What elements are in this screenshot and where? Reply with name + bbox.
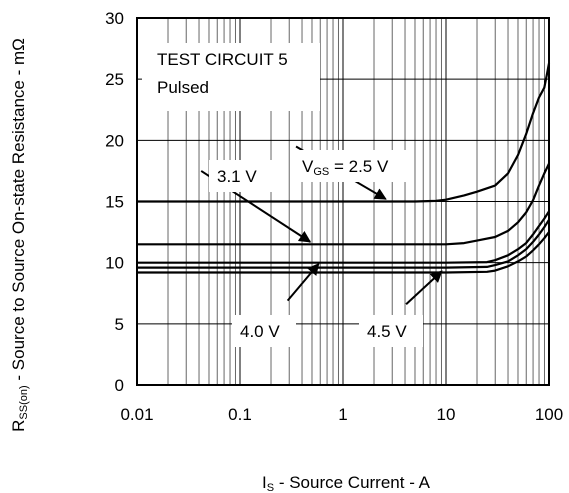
box-text-line-2: Pulsed — [157, 78, 209, 97]
annotation-arrow — [405, 270, 443, 305]
box-text-line-1: TEST CIRCUIT 5 — [157, 50, 288, 69]
series-line-4 — [137, 231, 550, 274]
x-tick-label: 0.1 — [228, 405, 252, 424]
x-tick-label: 0.01 — [120, 405, 153, 424]
y-tick-label: 15 — [105, 193, 124, 212]
annotation-v31: 3.1 V — [200, 160, 312, 243]
x-tick-label: 10 — [437, 405, 456, 424]
annotation-vgs25: VGS = 2.5 V — [294, 145, 414, 200]
annotation-v40: 4.0 V — [232, 262, 320, 347]
y-tick-label: 5 — [115, 315, 124, 334]
series-line-5 — [137, 219, 550, 269]
annotation-label: VGS = 2.5 V — [302, 157, 389, 178]
x-axis-title: IS - Source Current - A — [262, 473, 431, 493]
y-tick-label: 10 — [105, 254, 124, 273]
x-tick-label: 1 — [338, 405, 347, 424]
y-tick-labels: 0 5 10 15 20 25 30 — [105, 9, 124, 395]
annotation-label: 4.5 V — [367, 322, 407, 341]
annotation-label: 3.1 V — [217, 167, 257, 186]
annotation-arrow — [286, 262, 320, 302]
y-axis-title: RSS(on) - Source to Source On-state Resi… — [9, 38, 30, 432]
annotation-v45: 4.5 V — [359, 270, 443, 347]
y-tick-label: 25 — [105, 70, 124, 89]
annotation-label-bg — [232, 315, 296, 347]
series-line-2 — [137, 163, 550, 246]
test-circuit-box: TEST CIRCUIT 5 Pulsed — [142, 43, 320, 111]
x-tick-label: 100 — [535, 405, 563, 424]
y-tick-label: 30 — [105, 9, 124, 28]
y-tick-label: 0 — [115, 376, 124, 395]
plot-frame — [136, 17, 550, 386]
annotation-label-bg — [209, 160, 273, 192]
series-line-1 — [137, 63, 551, 203]
annotation-label: 4.0 V — [240, 322, 280, 341]
annotation-label-bg — [359, 315, 423, 347]
series-lines — [137, 63, 551, 274]
x-tick-labels: 0.01 0.1 1 10 100 — [120, 405, 563, 424]
series-line-3 — [137, 210, 550, 264]
y-tick-label: 20 — [105, 131, 124, 150]
annotations: VGS = 2.5 V 3.1 V 4.0 V 4.5 V — [200, 145, 443, 347]
annotation-label-bg — [294, 150, 414, 182]
